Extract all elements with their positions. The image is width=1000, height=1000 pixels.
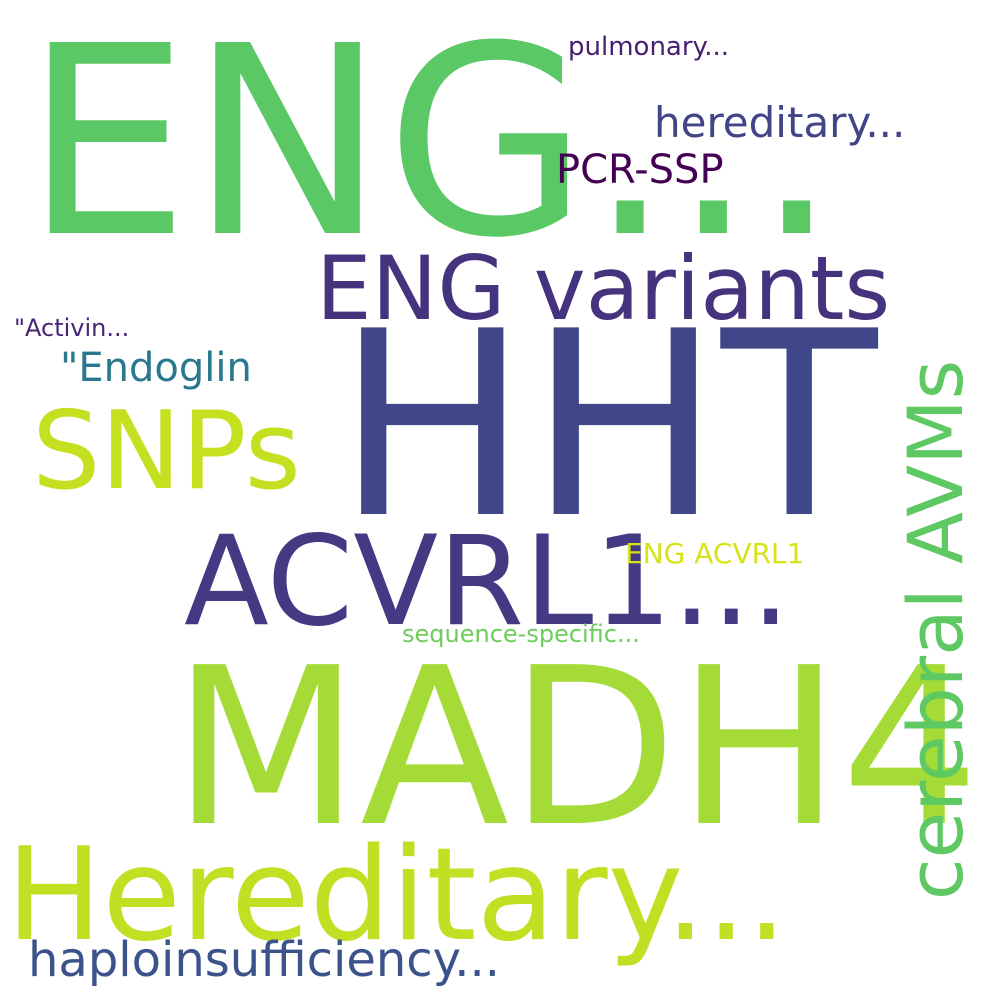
word-acvrl1-ellipsis: ACVRL1... bbox=[184, 510, 791, 654]
word-cerebral-avms: cerebral AVMs bbox=[891, 359, 980, 901]
word-hereditary-big: Hereditary... bbox=[6, 821, 788, 970]
word-endoglin: "Endoglin bbox=[60, 345, 252, 391]
word-hereditary-small: hereditary... bbox=[654, 98, 906, 147]
word-hht: HHT bbox=[336, 277, 878, 575]
word-pcr-ssp: PCR-SSP bbox=[556, 147, 724, 193]
word-eng-acvrl1: ENG ACVRL1 bbox=[625, 537, 805, 570]
word-pulmonary: pulmonary... bbox=[568, 32, 730, 62]
word-activin: "Activin... bbox=[14, 314, 130, 342]
word-eng-ellipsis: ENG... bbox=[24, 0, 839, 295]
word-haploinsufficiency: haploinsufficiency... bbox=[28, 932, 501, 988]
word-sequence-specific: sequence-specific... bbox=[402, 620, 640, 648]
word-eng-variants: ENG variants bbox=[316, 237, 891, 340]
word-madh4: MADH4 bbox=[172, 622, 980, 875]
word-snps: SNPs bbox=[32, 389, 301, 514]
